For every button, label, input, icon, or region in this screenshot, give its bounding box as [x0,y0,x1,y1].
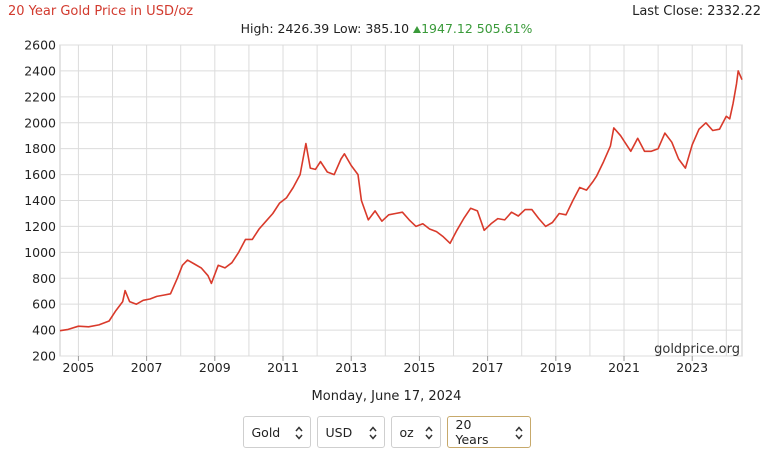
y-tick-label: 1000 [24,245,56,260]
range-select[interactable]: 20 Years [446,416,531,448]
updown-arrows-icon [368,426,377,440]
last-close-value: 2332.22 [707,4,761,19]
chart-title: 20 Year Gold Price in USD/oz [8,4,194,19]
watermark: goldprice.org [654,342,740,357]
y-tick-label: 200 [32,349,56,364]
y-tick-label: 1400 [24,193,56,208]
range-select-value: 20 Years [455,417,489,447]
x-tick-label: 2007 [131,360,163,375]
updown-arrows-icon [294,426,303,440]
last-close-label: Last Close: [632,4,704,19]
x-tick-label: 2023 [676,360,708,375]
x-tick-label: 2013 [335,360,367,375]
high-value: 2426.39 [277,21,330,36]
high-label: High: [240,21,274,36]
x-tick-label: 2021 [608,360,640,375]
low-label: Low: [333,21,362,36]
metal-select[interactable]: Gold [242,416,311,448]
unit-select[interactable]: oz [390,416,441,448]
low-value: 385.10 [365,21,410,36]
change-percent: 505.61% [476,21,533,36]
y-tick-label: 1800 [24,141,56,156]
up-triangle-icon [413,26,422,33]
y-tick-label: 2000 [24,115,56,130]
metal-select-value: Gold [251,424,281,440]
currency-select[interactable]: USD [316,416,385,448]
chart-controls: Gold USD oz 20 Years [0,416,773,448]
y-tick-label: 600 [32,297,56,312]
x-tick-label: 2019 [540,360,572,375]
x-tick-label: 2015 [404,360,436,375]
price-stats: High: 2426.39 Low: 385.10 1947.12 505.61… [0,21,773,36]
y-tick-label: 2400 [24,63,56,78]
series [59,70,743,332]
y-tick-label: 800 [32,271,56,286]
updown-arrows-icon [424,426,433,440]
date-text: Monday, June 17, 2024 [311,389,462,404]
last-close: Last Close: 2332.22 [632,4,761,19]
change: 1947.12 505.61% [413,21,532,36]
y-tick-label: 400 [32,323,56,338]
currency-select-value: USD [325,424,353,440]
x-tick-label: 2009 [199,360,231,375]
x-tick-label: 2005 [63,360,95,375]
y-tick-label: 2600 [24,38,56,53]
axes: 200 400 600 800 1000 1200 1400 1600 1800 2000 2200… [24,38,708,376]
updown-arrows-icon [514,426,523,440]
grid [59,44,743,357]
x-tick-label: 2017 [472,360,504,375]
y-tick-label: 2200 [24,89,56,104]
y-tick-label: 1200 [24,219,56,234]
y-tick-label: 1600 [24,167,56,182]
x-tick-label: 2011 [267,360,299,375]
change-value: 1947.12 [421,21,473,36]
unit-select-value: oz [399,424,414,440]
gold-price-chart: 200 400 600 800 1000 1200 1400 1600 1800 2000 2200… [24,38,743,376]
price-series-line [59,70,743,332]
